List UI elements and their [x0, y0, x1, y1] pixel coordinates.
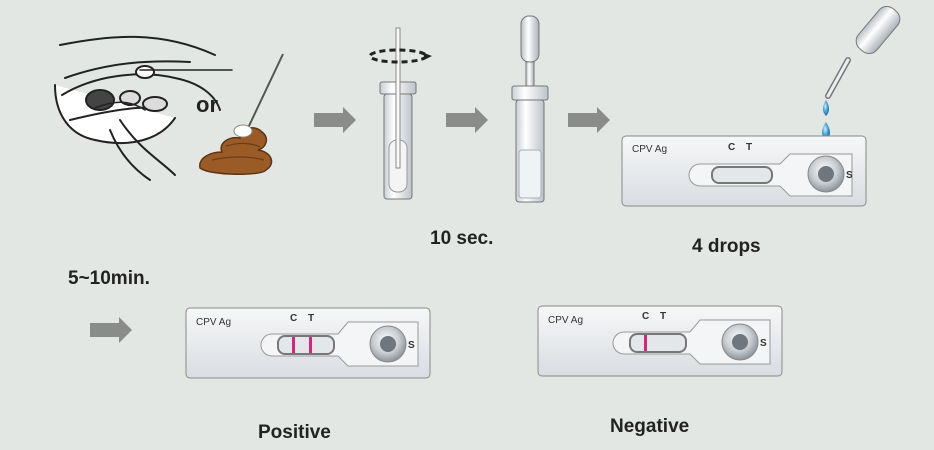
- test-cassette-sample: CPV Ag C T S: [621, 135, 867, 207]
- control-mark: C: [728, 142, 735, 153]
- test-line: [309, 337, 312, 353]
- or-label: or: [196, 92, 218, 117]
- test-cassette-negative: CPV Ag C T S: [537, 305, 783, 377]
- test-mark: T: [308, 313, 314, 324]
- control-line: [292, 337, 295, 353]
- rectal-sampling-sketch: [54, 35, 233, 181]
- cassette-name: CPV Ag: [548, 315, 583, 326]
- sample-mark: S: [846, 170, 853, 181]
- dropper-icon: [825, 5, 901, 99]
- control-mark: C: [642, 311, 649, 322]
- control-line: [644, 335, 647, 351]
- feces-sample-icon: [199, 53, 284, 176]
- arrow-icon-1: [314, 107, 356, 133]
- wait-time-label: 5~10min.: [68, 268, 150, 289]
- positive-result-label: Positive: [258, 422, 331, 443]
- arrow-icon-3: [568, 107, 610, 133]
- test-cassette-positive: CPV Ag C T S: [185, 307, 431, 379]
- negative-result-label: Negative: [610, 416, 690, 437]
- test-mark: T: [660, 311, 666, 322]
- drops-label: 4 drops: [692, 236, 761, 257]
- cassette-name: CPV Ag: [632, 144, 667, 155]
- time-label-10-sec: 10 sec.: [430, 228, 494, 249]
- sample-mark: S: [760, 338, 767, 349]
- extraction-tube-with-swab: [368, 27, 432, 200]
- sample-mark: S: [408, 340, 415, 351]
- cassette-name: CPV Ag: [196, 317, 231, 328]
- test-mark: T: [746, 142, 752, 153]
- arrow-icon-4: [90, 317, 132, 343]
- arrow-icon-2: [446, 107, 488, 133]
- control-mark: C: [290, 313, 297, 324]
- tube-with-dropper-cap: [511, 15, 549, 203]
